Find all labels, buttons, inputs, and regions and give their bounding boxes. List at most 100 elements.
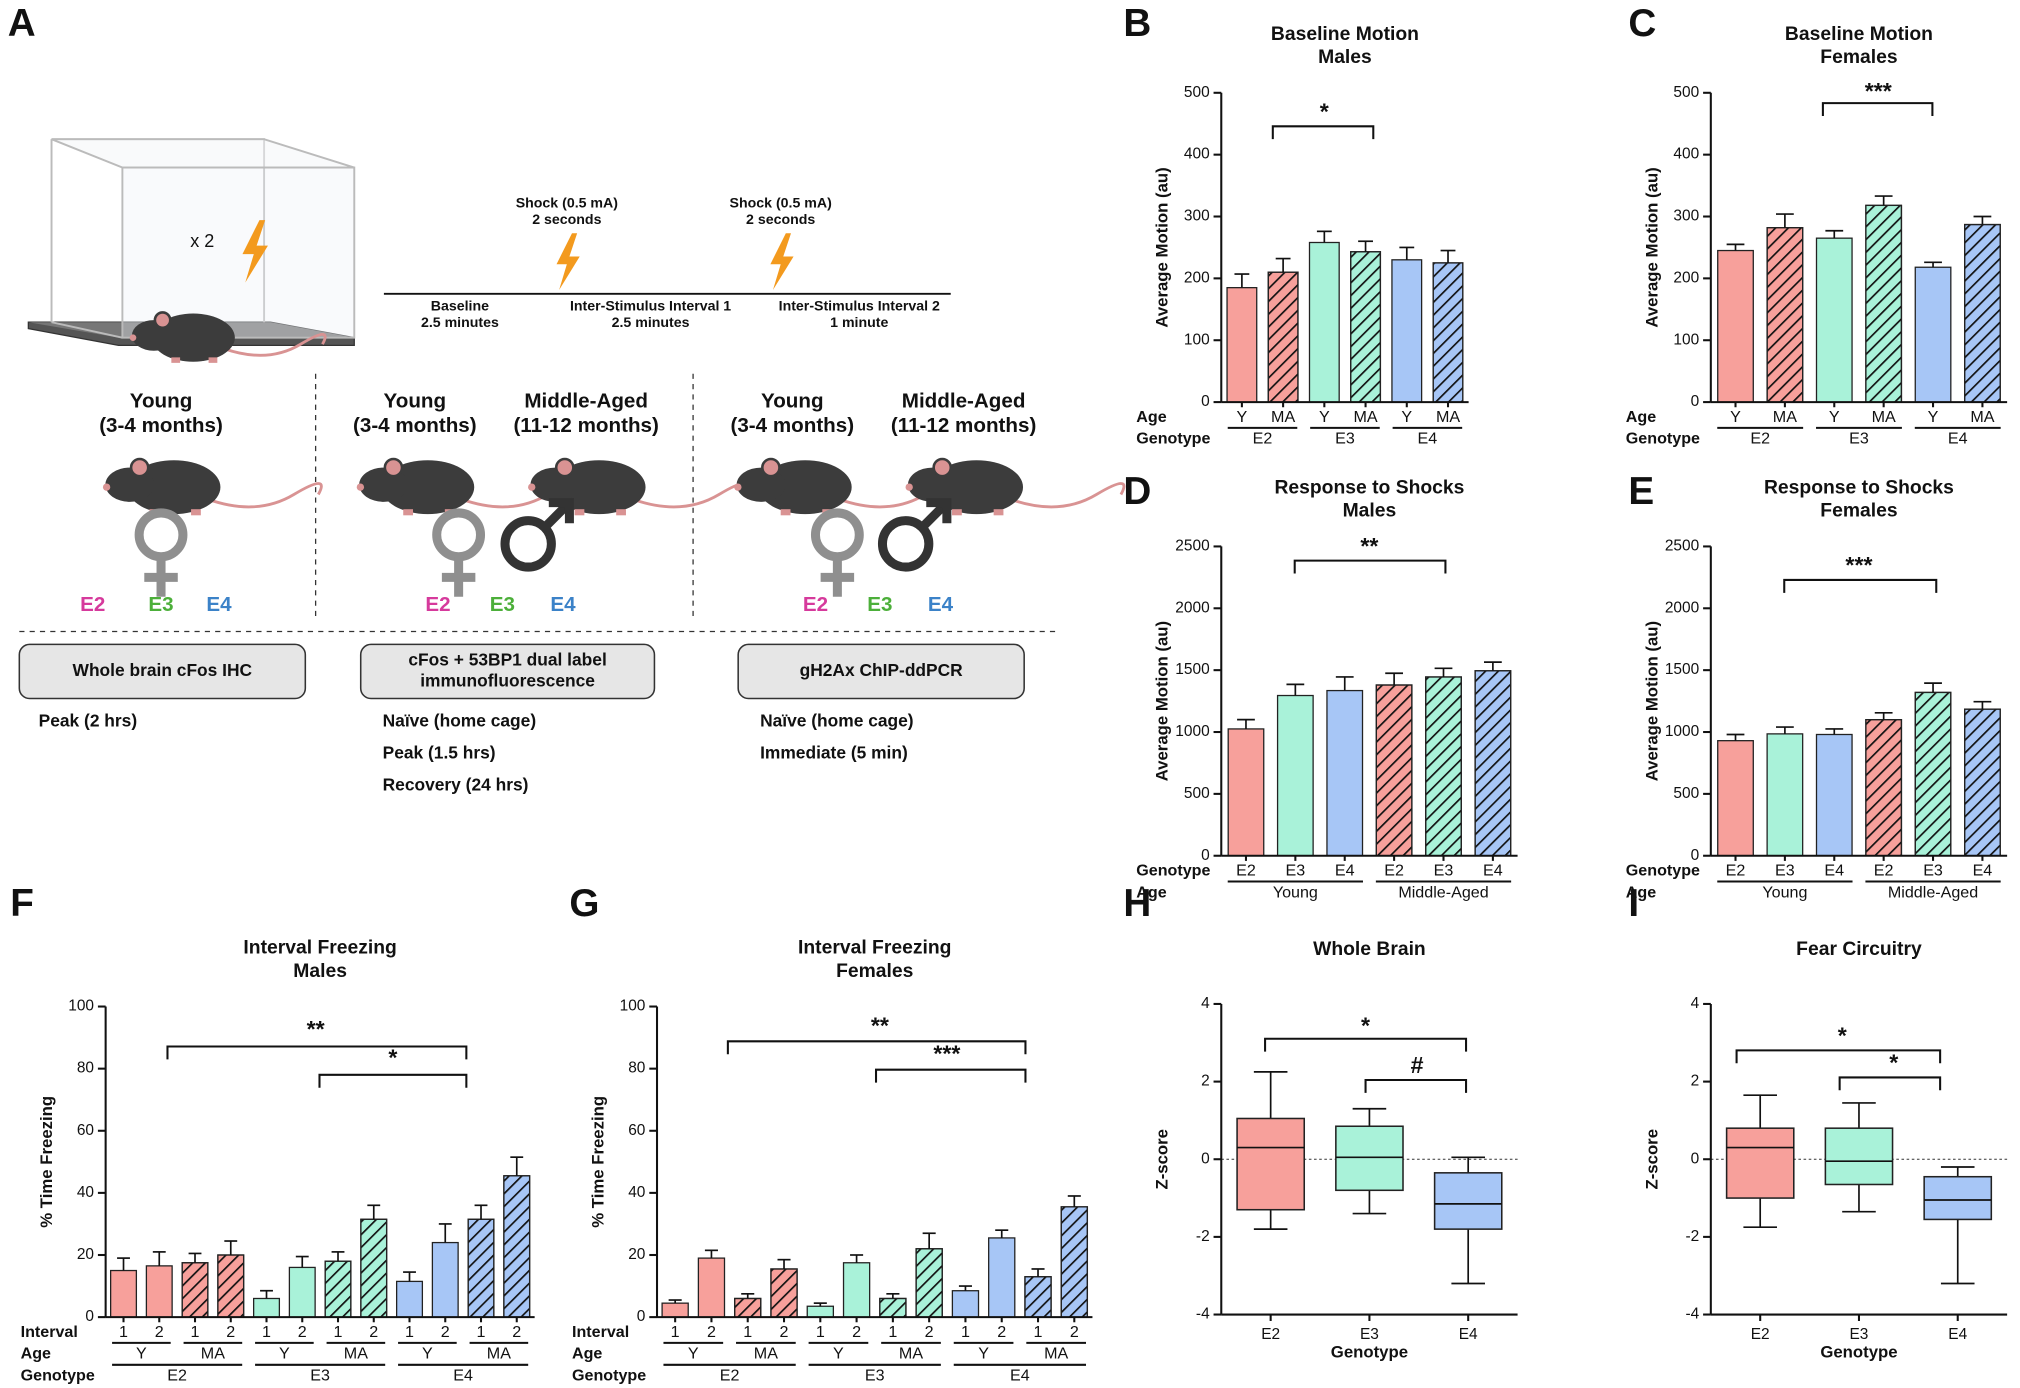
x-level-name: Age [1626,408,1656,426]
x-tick-label: 1 [888,1323,897,1341]
box [1335,1125,1404,1192]
assay-box [18,643,307,700]
y-tick-label: 500 [1184,84,1210,101]
timepoint: Naïve (home cage) [383,710,537,730]
mouse-tail [632,482,748,509]
significance-bracket [874,1068,1027,1083]
significance: *** [1845,552,1872,578]
x-tick-label: MA [201,1345,225,1363]
y-tick-label: 1500 [1175,661,1209,678]
x-tick-label: 2 [512,1323,521,1341]
assay-box [359,643,656,700]
genotype-label: E3 [148,593,173,616]
y-axis-label: Z-score [1642,1129,1661,1190]
chart-title: Interval Freezing [798,938,951,959]
x-tick-label: 1 [743,1323,752,1341]
mouse-foot [952,509,962,516]
mouse-nose [129,334,137,341]
y-tick-label: -2 [1685,1228,1699,1245]
y-tick-label: 100 [620,998,646,1015]
bar-hatch [1865,719,1903,857]
bar [1914,266,1952,403]
x-level-name: Interval [21,1323,78,1341]
x-tick-label: 2 [369,1323,378,1341]
timepoint: Recovery (24 hrs) [383,775,529,795]
shock-label: Shock (0.5 mA) [730,195,833,211]
x-tick-label: Y [136,1345,147,1363]
x-tick-label: MA [1872,408,1896,426]
significance: ** [1360,533,1378,559]
x-tick-label: 2 [226,1323,235,1341]
x-tick-label: E2 [1874,861,1894,879]
phase-duration: 1 minute [830,315,888,331]
male-symbol [877,516,934,572]
bar-hatch [1432,262,1464,403]
y-tick-label: -4 [1685,1306,1699,1323]
male-symbol [500,516,556,572]
y-tick-label: 500 [1673,84,1699,101]
x-tick-label: Y [1401,408,1412,426]
shock-label: Shock (0.5 mA) [516,195,619,211]
x-tick-label: 1 [262,1323,271,1341]
mouse-nose [356,483,365,491]
group-name: Young [761,390,824,413]
panel-label: F [10,882,34,925]
bar-hatch [915,1248,943,1318]
chart-title: Baseline Motion [1271,24,1419,45]
timepoint: Peak (2 hrs) [39,710,137,730]
bar-hatch [1060,1206,1089,1318]
bar-hatch [360,1218,388,1318]
x-tick-label: E4 [1418,430,1438,448]
chart-subtitle: Females [1820,47,1897,68]
y-tick-label: 0 [1691,1150,1700,1167]
group-name: Middle-Aged [524,390,648,413]
bar [395,1280,424,1318]
x-level-name: Age [21,1345,51,1363]
x-tick-label: 2 [997,1323,1006,1341]
significance-bracket [1735,1049,1942,1064]
mouse-body [127,460,221,515]
box [1824,1127,1894,1186]
y-tick-label: 100 [68,998,94,1015]
bar [1815,237,1853,403]
significance-bracket [1783,578,1938,593]
group-name: Young [130,390,193,413]
genotype-label: E2 [80,593,105,616]
mouse-ear [554,457,575,478]
x-tick-label: Y [422,1345,433,1363]
assay-box [737,643,1025,700]
bar [951,1290,980,1318]
timepoint: Naïve (home cage) [760,710,914,730]
significance: ** [871,1012,889,1038]
y-tick-label: -2 [1196,1228,1210,1245]
bar-hatch [1267,271,1299,403]
male-symbol [548,498,574,524]
bar-hatch [1865,204,1903,403]
repeat-label: x 2 [190,231,214,251]
x-tick-label: MA [899,1345,923,1363]
x-tick-label: E2 [1384,861,1404,879]
lightning [242,220,268,283]
panel-label: E [1628,470,1654,513]
x-tick-label: MA [487,1345,511,1363]
mouse-body [929,460,1024,515]
y-axis-label: % Time Freezing [588,1096,607,1228]
significance-bracket [1838,1076,1942,1091]
bar [145,1265,173,1318]
chart-subtitle: Males [293,961,347,982]
mouse-tail [207,482,323,509]
bar-hatch [324,1260,352,1318]
x-tick-label: E4 [1010,1367,1030,1385]
significance: * [1838,1023,1847,1049]
y-tick-label: 20 [77,1246,94,1263]
bar [1717,249,1754,403]
female-symbol [810,508,864,562]
chart-title: Interval Freezing [243,938,396,959]
group-age: (3-4 months) [730,414,854,437]
x-level-name: Age [572,1345,602,1363]
bar-hatch [734,1297,762,1318]
panel-label: H [1123,882,1151,925]
significance-bracket [726,1040,1027,1055]
x-tick-label: E3 [1360,1326,1379,1343]
x-tick-label: E3 [1849,430,1869,448]
